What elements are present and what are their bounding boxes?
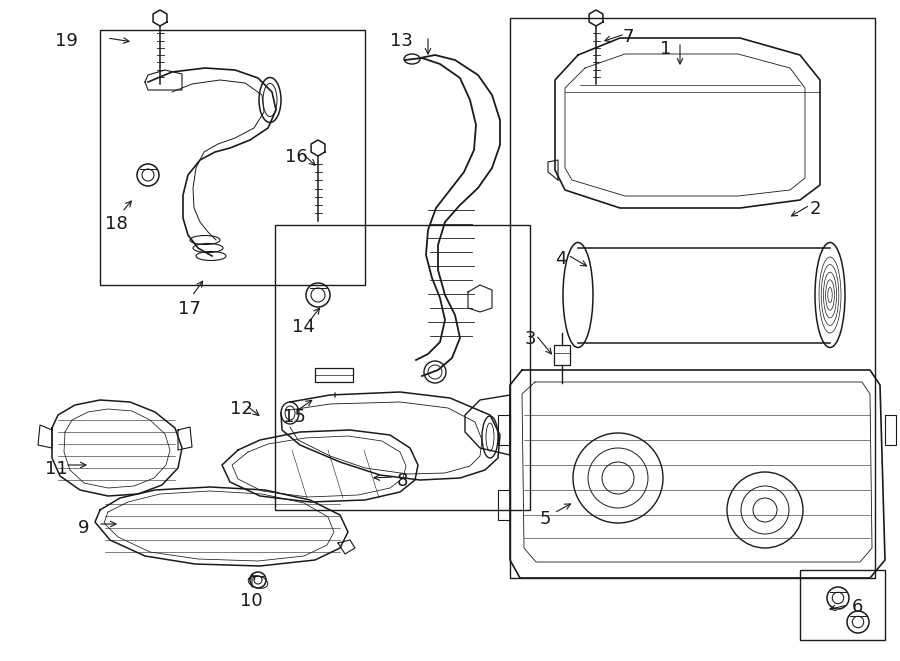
Bar	[510, 18, 875, 578]
Text: 2: 2	[810, 200, 822, 218]
Text: 7: 7	[622, 28, 634, 46]
Text: 18: 18	[105, 215, 128, 233]
Text: 15: 15	[283, 408, 306, 426]
Text: 11: 11	[45, 460, 68, 478]
Text: 4: 4	[555, 250, 566, 268]
Text: 6: 6	[852, 598, 863, 616]
Text: 5: 5	[540, 510, 552, 528]
Bar	[315, 368, 353, 382]
Bar	[554, 345, 570, 365]
Text: 9: 9	[78, 519, 89, 537]
Text: 3: 3	[525, 330, 536, 348]
Text: 10: 10	[240, 592, 263, 610]
Text: 12: 12	[230, 400, 253, 418]
Text: 8: 8	[397, 472, 409, 490]
Text: 13: 13	[390, 32, 413, 50]
Text: 19: 19	[55, 32, 78, 50]
Text: 14: 14	[292, 318, 315, 336]
Text: 16: 16	[285, 148, 308, 166]
Bar	[100, 30, 365, 285]
Bar	[275, 225, 530, 510]
Bar	[800, 570, 885, 640]
Text: 1: 1	[660, 40, 671, 58]
Text: 17: 17	[178, 300, 201, 318]
